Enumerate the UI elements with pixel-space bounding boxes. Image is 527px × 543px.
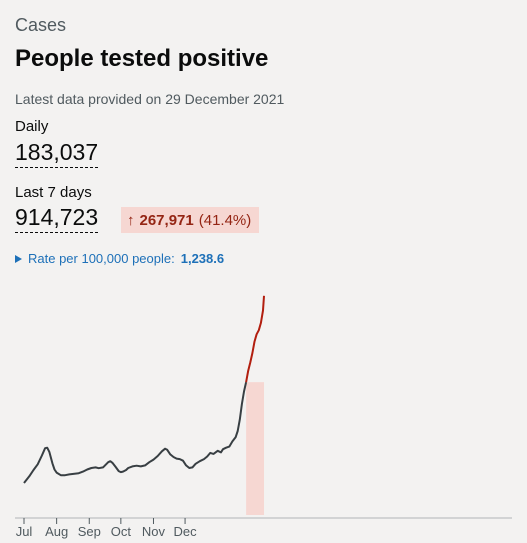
recent-period-shading: [246, 382, 265, 515]
x-tick-label: Dec: [174, 524, 198, 539]
x-tick-label: Oct: [111, 524, 132, 539]
cases-line: [23, 381, 248, 484]
x-tick-label: Sep: [78, 524, 101, 539]
rate-label: Rate per 100,000 people:: [28, 251, 175, 266]
triangle-right-icon: [15, 254, 22, 263]
last-7-days-label: Last 7 days: [15, 184, 92, 201]
change-percent: (41.4%): [198, 211, 252, 229]
change-badge: ↑ 267,971 (41.4%): [121, 207, 260, 233]
arrow-up-icon: ↑: [127, 211, 135, 229]
rate-value: 1,238.6: [180, 251, 225, 266]
x-tick-label: Jul: [16, 524, 33, 539]
daily-value[interactable]: 183,037: [15, 139, 99, 168]
card-category: Cases: [15, 15, 67, 35]
last-7-days-value[interactable]: 914,723: [15, 204, 99, 233]
card-title: People tested positive: [15, 45, 269, 72]
x-tick-label: Nov: [142, 524, 166, 539]
change-value: 267,971: [139, 211, 194, 229]
cases-line-recent: [245, 295, 265, 383]
x-tick-label: Aug: [45, 524, 68, 539]
daily-label: Daily: [15, 118, 49, 135]
latest-data-date: Latest data provided on 29 December 2021: [15, 91, 285, 107]
cases-chart: Jul Aug Sep Oct Nov Dec: [15, 295, 512, 539]
rate-toggle[interactable]: Rate per 100,000 people: 1,238.6: [15, 251, 224, 266]
